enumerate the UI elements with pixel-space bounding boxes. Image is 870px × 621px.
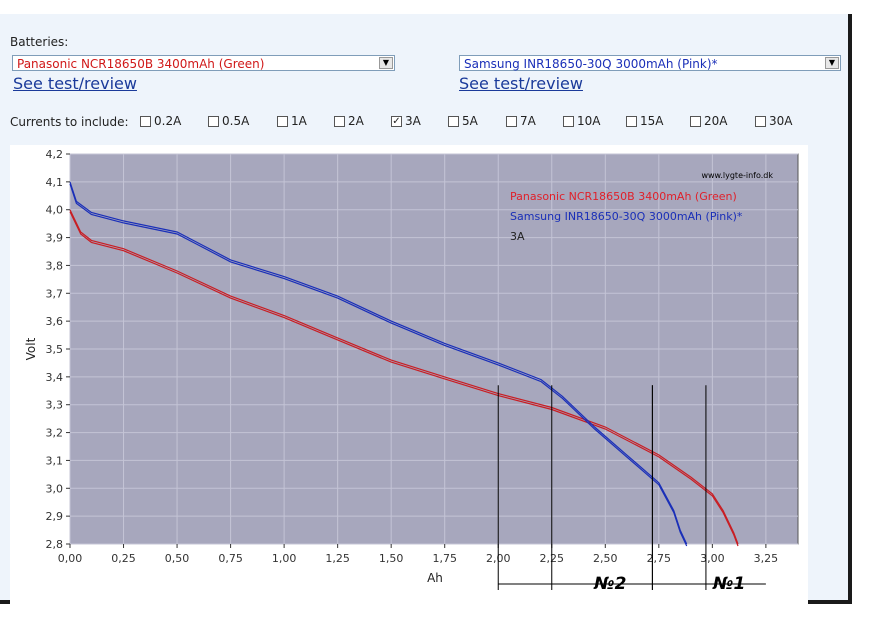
x-tick-label: 0,25 [111, 552, 136, 565]
current-checkbox[interactable] [334, 115, 345, 127]
current-checkbox-label: 15A [640, 114, 664, 128]
current-checkbox[interactable]: ✓ [391, 115, 402, 127]
x-tick-label: 1,25 [325, 552, 350, 565]
current-option-15A[interactable]: 15A [626, 114, 663, 128]
current-checkbox-label: 0.5A [222, 114, 250, 128]
y-tick-label: 3,4 [46, 371, 64, 384]
y-tick-label: 2,8 [46, 538, 64, 551]
x-tick-label: 2,50 [593, 552, 618, 565]
current-option-0_2A[interactable]: 0.2A [140, 114, 181, 128]
current-option-5A[interactable]: 5A [448, 114, 478, 128]
y-tick-label: 4,1 [46, 176, 64, 189]
current-option-10A[interactable]: 10A [563, 114, 600, 128]
annotation-label: №2 [593, 574, 626, 594]
x-tick-label: 3,00 [700, 552, 725, 565]
current-checkbox-label: 30A [769, 114, 793, 128]
legend-entry: Panasonic NCR18650B 3400mAh (Green) [510, 190, 737, 203]
series-line [69, 209, 739, 545]
x-tick-label: 0,75 [218, 552, 243, 565]
current-checkbox[interactable] [140, 115, 151, 127]
current-option-30A[interactable]: 30A [755, 114, 792, 128]
current-checkbox[interactable] [277, 115, 288, 127]
current-checkbox-label: 0.2A [154, 114, 182, 128]
current-option-3A[interactable]: ✓ 3A [391, 114, 421, 128]
dropdown-arrow-icon[interactable]: ▼ [379, 57, 393, 69]
series-line-shadow [69, 211, 739, 547]
current-checkbox[interactable] [563, 115, 574, 127]
currents-label: Currents to include: [10, 115, 129, 129]
battery-right-value: Samsung INR18650-30Q 3000mAh (Pink)* [464, 57, 718, 71]
current-option-0_5A[interactable]: 0.5A [208, 114, 249, 128]
legend-entry: 3A [510, 230, 525, 243]
battery-left-review-link[interactable]: See test/review [13, 74, 137, 93]
current-option-20A[interactable]: 20A [690, 114, 727, 128]
y-tick-label: 2,9 [46, 510, 64, 523]
top-bar [0, 0, 852, 14]
x-tick-label: 0,50 [165, 552, 190, 565]
current-checkbox[interactable] [448, 115, 459, 127]
battery-left-select[interactable]: Panasonic NCR18650B 3400mAh (Green) ▼ [12, 55, 395, 71]
y-tick-label: 3,6 [46, 315, 64, 328]
legend-entry: Samsung INR18650-30Q 3000mAh (Pink)* [510, 210, 743, 223]
x-tick-label: 1,00 [272, 552, 297, 565]
x-axis-label: Ah [427, 571, 443, 585]
watermark: www.lygte-info.dk [701, 171, 773, 180]
current-checkbox[interactable] [208, 115, 219, 127]
y-tick-label: 3,0 [46, 482, 64, 495]
batteries-label: Batteries: [10, 35, 69, 49]
battery-right-select[interactable]: Samsung INR18650-30Q 3000mAh (Pink)* ▼ [459, 55, 841, 71]
current-checkbox-label: 2A [348, 114, 364, 128]
y-tick-label: 3,2 [46, 427, 64, 440]
x-tick-label: 1,75 [432, 552, 457, 565]
current-checkbox[interactable] [755, 115, 766, 127]
y-tick-label: 3,5 [46, 343, 64, 356]
x-tick-label: 1,50 [379, 552, 404, 565]
current-checkbox-label: 10A [577, 114, 601, 128]
series-line [69, 181, 688, 545]
current-option-2A[interactable]: 2A [334, 114, 364, 128]
series-line-shadow [69, 183, 688, 547]
current-checkbox-label: 20A [704, 114, 728, 128]
battery-left-value: Panasonic NCR18650B 3400mAh (Green) [17, 57, 265, 71]
x-tick-label: 0,00 [58, 552, 83, 565]
y-axis-label: Volt [24, 337, 38, 360]
dropdown-arrow-icon[interactable]: ▼ [825, 57, 839, 69]
y-tick-label: 3,1 [46, 454, 64, 467]
current-checkbox-label: 5A [462, 114, 478, 128]
current-option-7A[interactable]: 7A [506, 114, 536, 128]
y-tick-label: 4,0 [46, 204, 64, 217]
y-tick-label: 4,2 [46, 148, 64, 161]
y-tick-label: 3,9 [46, 232, 64, 245]
battery-right-review-link[interactable]: See test/review [459, 74, 583, 93]
annotation-label: №1 [712, 574, 745, 594]
x-tick-label: 2,75 [647, 552, 672, 565]
current-option-1A[interactable]: 1A [277, 114, 307, 128]
current-checkbox[interactable] [690, 115, 701, 127]
current-checkbox-label: 1A [291, 114, 307, 128]
x-tick-label: 3,25 [754, 552, 779, 565]
y-tick-label: 3,7 [46, 287, 64, 300]
current-checkbox[interactable] [626, 115, 637, 127]
y-tick-label: 3,3 [46, 399, 64, 412]
current-checkbox-label: 7A [520, 114, 536, 128]
current-checkbox-label: 3A [405, 114, 421, 128]
current-checkbox[interactable] [506, 115, 517, 127]
y-tick-label: 3,8 [46, 259, 64, 272]
